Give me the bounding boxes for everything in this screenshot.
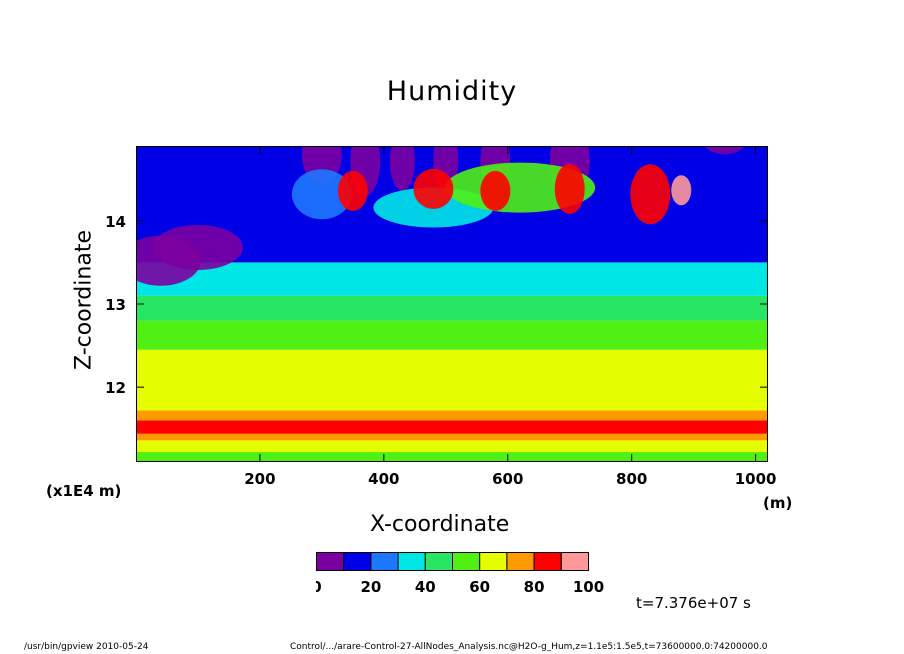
colorbar-swatch-2 (370, 552, 399, 571)
colorbar-tick-0: 0 (316, 578, 322, 596)
colorbar-swatch-7 (506, 552, 535, 571)
band-0 (136, 452, 768, 462)
texture-blob-8 (704, 146, 745, 155)
y-scale-note: (x1E4 m) (46, 482, 122, 500)
x-tick-label-400: 400 (368, 470, 399, 488)
texture-blob-12 (337, 170, 368, 211)
band-7 (136, 295, 768, 321)
footer-source: Control/.../arare-Control-27-AllNodes_An… (290, 642, 768, 652)
texture-blob-14 (480, 170, 511, 211)
colorbar-swatch-4 (424, 552, 454, 571)
band-3 (136, 420, 768, 434)
band-8 (136, 262, 768, 296)
y-tick-label-14: 14 (105, 213, 126, 231)
x-tick-label-600: 600 (492, 470, 523, 488)
texture-blob-15 (554, 163, 585, 214)
band-5 (136, 349, 768, 411)
colorbar-swatch-3 (397, 552, 426, 571)
texture-blob-13 (413, 168, 454, 209)
colorbar-tick-1: 20 (360, 578, 381, 596)
band-6 (136, 320, 768, 350)
texture-blob-1 (152, 224, 243, 270)
colorbar-swatch-9 (560, 552, 590, 571)
texture-blob-16 (630, 164, 671, 225)
heatmap-plot (136, 146, 768, 462)
y-axis-label: Z-coordinate (71, 230, 97, 370)
texture-blob-17 (671, 175, 692, 206)
chart-title: Humidity (386, 76, 518, 107)
x-tick-label-200: 200 (244, 470, 275, 488)
colorbar-tick-5: 100 (573, 578, 604, 596)
texture-blob-9 (291, 169, 352, 220)
band-1 (136, 440, 768, 453)
x-unit-label: (m) (763, 494, 793, 512)
band-2 (136, 433, 768, 441)
colorbar-swatch-0 (316, 552, 345, 571)
x-tick-label-800: 800 (616, 470, 647, 488)
colorbar-swatch-1 (343, 552, 372, 571)
colorbar-swatch-8 (533, 552, 562, 571)
colorbar-tick-3: 60 (469, 578, 490, 596)
footer-program: /usr/bin/gpview 2010-05-24 (24, 642, 149, 652)
colorbar-swatch-5 (452, 552, 481, 571)
colorbar-swatch-6 (479, 552, 508, 571)
colorbar-tick-4: 80 (524, 578, 545, 596)
x-axis-label: X-coordinate (370, 512, 510, 537)
band-4 (136, 410, 768, 421)
x-tick-label-1000: 1000 (735, 470, 777, 488)
time-label: t=7.376e+07 s (636, 594, 751, 612)
y-tick-label-13: 13 (105, 296, 126, 314)
y-tick-label-12: 12 (105, 379, 126, 397)
colorbar: 0 20 40 60 80 100 (316, 552, 604, 596)
texture-blob-4 (389, 146, 415, 191)
colorbar-tick-2: 40 (415, 578, 436, 596)
